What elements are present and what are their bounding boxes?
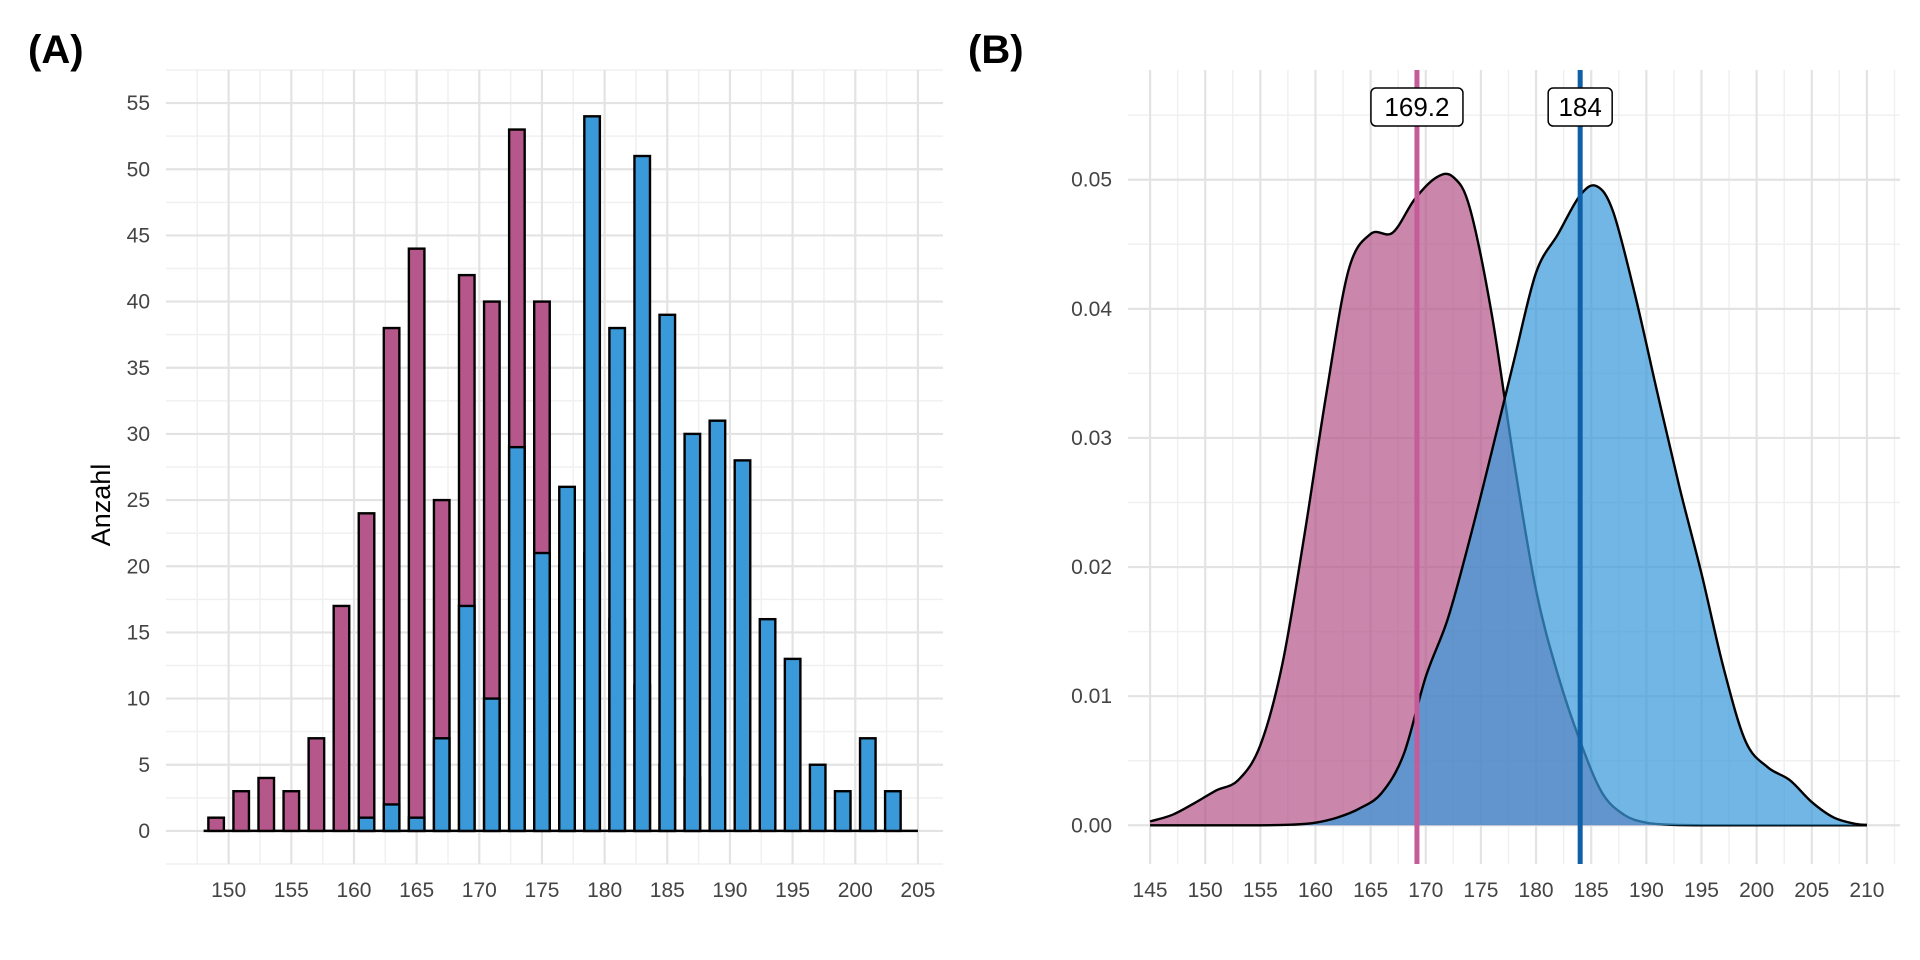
y-tick-label: 0 [138,820,150,843]
histogram-bar-blue [382,803,401,833]
histogram-bar-blue [733,459,752,833]
histogram-bar-pink [232,790,251,833]
y-tick-label: 0.04 [1071,298,1112,321]
y-tick-label: 0.05 [1071,169,1112,192]
mean-label-box [1547,87,1613,127]
mean-label: 184 [1558,92,1601,122]
x-tick-label: 195 [775,879,810,902]
mean-lines: 169.2 184 [1370,70,1613,864]
x-tick-label: 155 [274,879,309,902]
histogram-bar-blue [482,697,501,833]
x-tick-label: 165 [399,879,434,902]
y-tick-label: 15 [127,621,150,644]
x-tick-label: 180 [587,879,622,902]
x-tick-label: 165 [1353,879,1388,902]
histogram-bar-blue [608,326,627,833]
histogram-bar-blue [457,604,476,833]
x-tick-label: 160 [336,879,371,902]
x-tick-label: 150 [211,879,246,902]
histogram-bar-blue [883,790,902,833]
histogram-bar-blue [683,432,702,833]
density-fill-blue [1150,185,1867,826]
histogram-bar-pink [307,737,326,833]
x-tick-label: 205 [900,879,935,902]
x-tick-label: 190 [712,879,747,902]
histogram-bar-blue [833,790,852,833]
x-tick-label: 170 [462,879,497,902]
histogram-bar-blue [357,816,376,833]
x-tick-label: 150 [1188,879,1223,902]
mean-label: 169.2 [1384,92,1449,122]
y-tick-label: 55 [127,92,150,115]
x-tick-label: 200 [838,879,873,902]
histogram-bar-blue [858,737,877,833]
x-tick-label: 190 [1629,879,1664,902]
histogram-bar-blue [507,445,526,833]
y-tick-label: 25 [127,489,150,512]
x-tick-label: 185 [650,879,685,902]
y-tick-label: 20 [127,555,150,578]
panel-b-label: (B) [968,28,1024,72]
x-tick-label: 175 [524,879,559,902]
x-tick-label: 175 [1463,879,1498,902]
histogram-bar-blue [783,657,802,833]
histogram-bar-blue [583,115,602,833]
y-tick-label: 50 [127,158,150,181]
y-tick-label: 30 [127,423,150,446]
x-tick-label: 145 [1133,879,1168,902]
density-curve-blue [1150,184,1868,827]
x-tick-label: 205 [1794,879,1829,902]
histogram-bar-blue [808,763,827,833]
histogram-bar-pink [257,776,276,833]
x-tick-label: 155 [1243,879,1278,902]
y-tick-label: 40 [127,291,150,314]
y-tick-label: 0.03 [1071,427,1112,450]
x-tick-label: 180 [1519,879,1554,902]
histogram-bar-blue [708,419,727,833]
y-tick-label: 0.02 [1071,556,1112,579]
histogram-bar-blue [758,617,777,833]
y-tick-label: 0.00 [1071,814,1112,837]
x-tick-label: 200 [1739,879,1774,902]
histogram-bar-pink [282,790,301,833]
y-tick-label: 35 [127,357,150,380]
histogram-axis: 150 155 160 165 170 175 180 185 190 195 200 2050510… [127,92,936,902]
histogram-bar-blue [432,737,451,833]
histogram-bar-pink [332,604,351,833]
density-axis: 145 150 155 160 165 170 175 180 185 190 195 200 205 2… [1071,169,1884,902]
histogram-bars [203,115,918,833]
x-tick-label: 195 [1684,879,1719,902]
histogram-bar-blue [658,313,677,833]
y-tick-label: 0.01 [1071,685,1112,708]
histogram-bar-blue [532,551,551,833]
mean-label-box [1370,87,1464,127]
panel-a-label: (A) [28,28,84,72]
x-tick-label: 160 [1298,879,1333,902]
histogram-bar-blue [407,816,426,833]
x-tick-label: 185 [1574,879,1609,902]
y-tick-label: 5 [138,754,150,777]
y-axis-label: Anzahl [86,464,116,547]
x-tick-label: 210 [1849,879,1884,902]
histogram-bar-blue [558,485,577,833]
x-tick-label: 170 [1408,879,1443,902]
histogram-bar-pink [207,816,226,833]
y-tick-label: 45 [127,224,150,247]
histogram-bar-blue [633,154,652,833]
y-tick-label: 10 [127,688,150,711]
density-areas [1149,172,1868,827]
